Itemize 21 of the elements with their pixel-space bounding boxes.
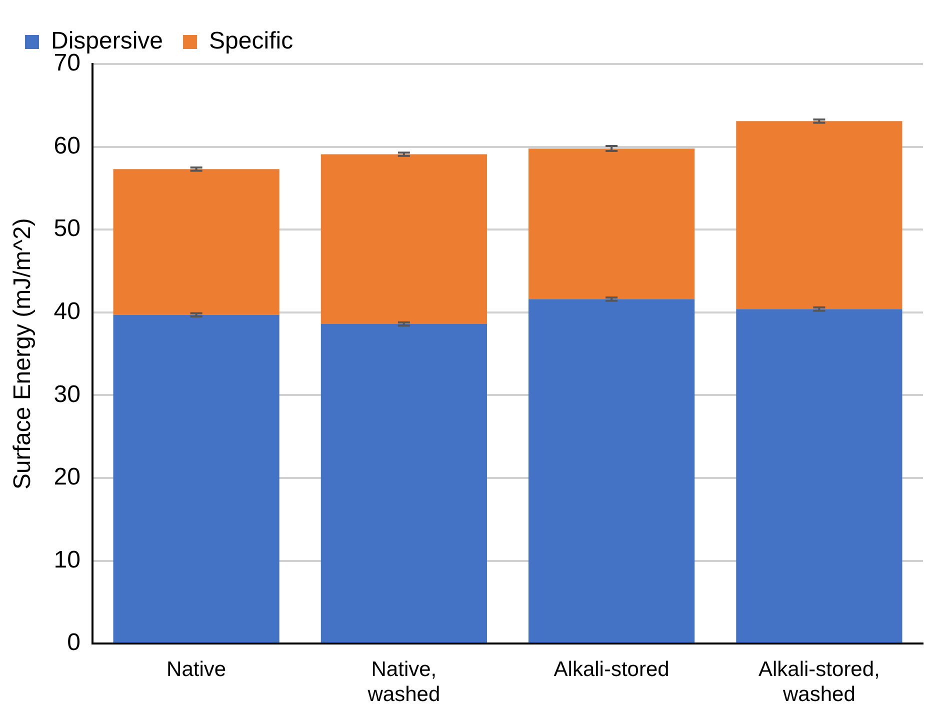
- legend-label: Specific: [209, 28, 294, 55]
- y-tick-label: 20: [54, 464, 80, 491]
- x-tick-label: Native: [166, 658, 226, 681]
- y-tick-label: 0: [67, 629, 80, 656]
- bar: [113, 314, 280, 643]
- y-tick-label: 10: [54, 546, 80, 574]
- bar: [736, 121, 902, 310]
- x-tick-label: Native, washed: [366, 658, 440, 706]
- bar: [320, 324, 487, 643]
- bar: [528, 148, 695, 300]
- bar: [113, 169, 280, 315]
- x-tick-label: Alkali-stored: [554, 658, 670, 681]
- bar: [320, 154, 487, 324]
- y-tick-label: 40: [54, 298, 80, 326]
- y-axis-title: Surface Energy (mJ/m^2): [9, 218, 36, 490]
- y-tick-label: 50: [54, 215, 80, 242]
- y-tick-label: 60: [54, 132, 80, 160]
- bar: [736, 309, 902, 643]
- y-tick-label: 30: [54, 380, 80, 408]
- x-tick-label: Alkali-stored, washed: [758, 658, 880, 706]
- bar: [528, 299, 695, 643]
